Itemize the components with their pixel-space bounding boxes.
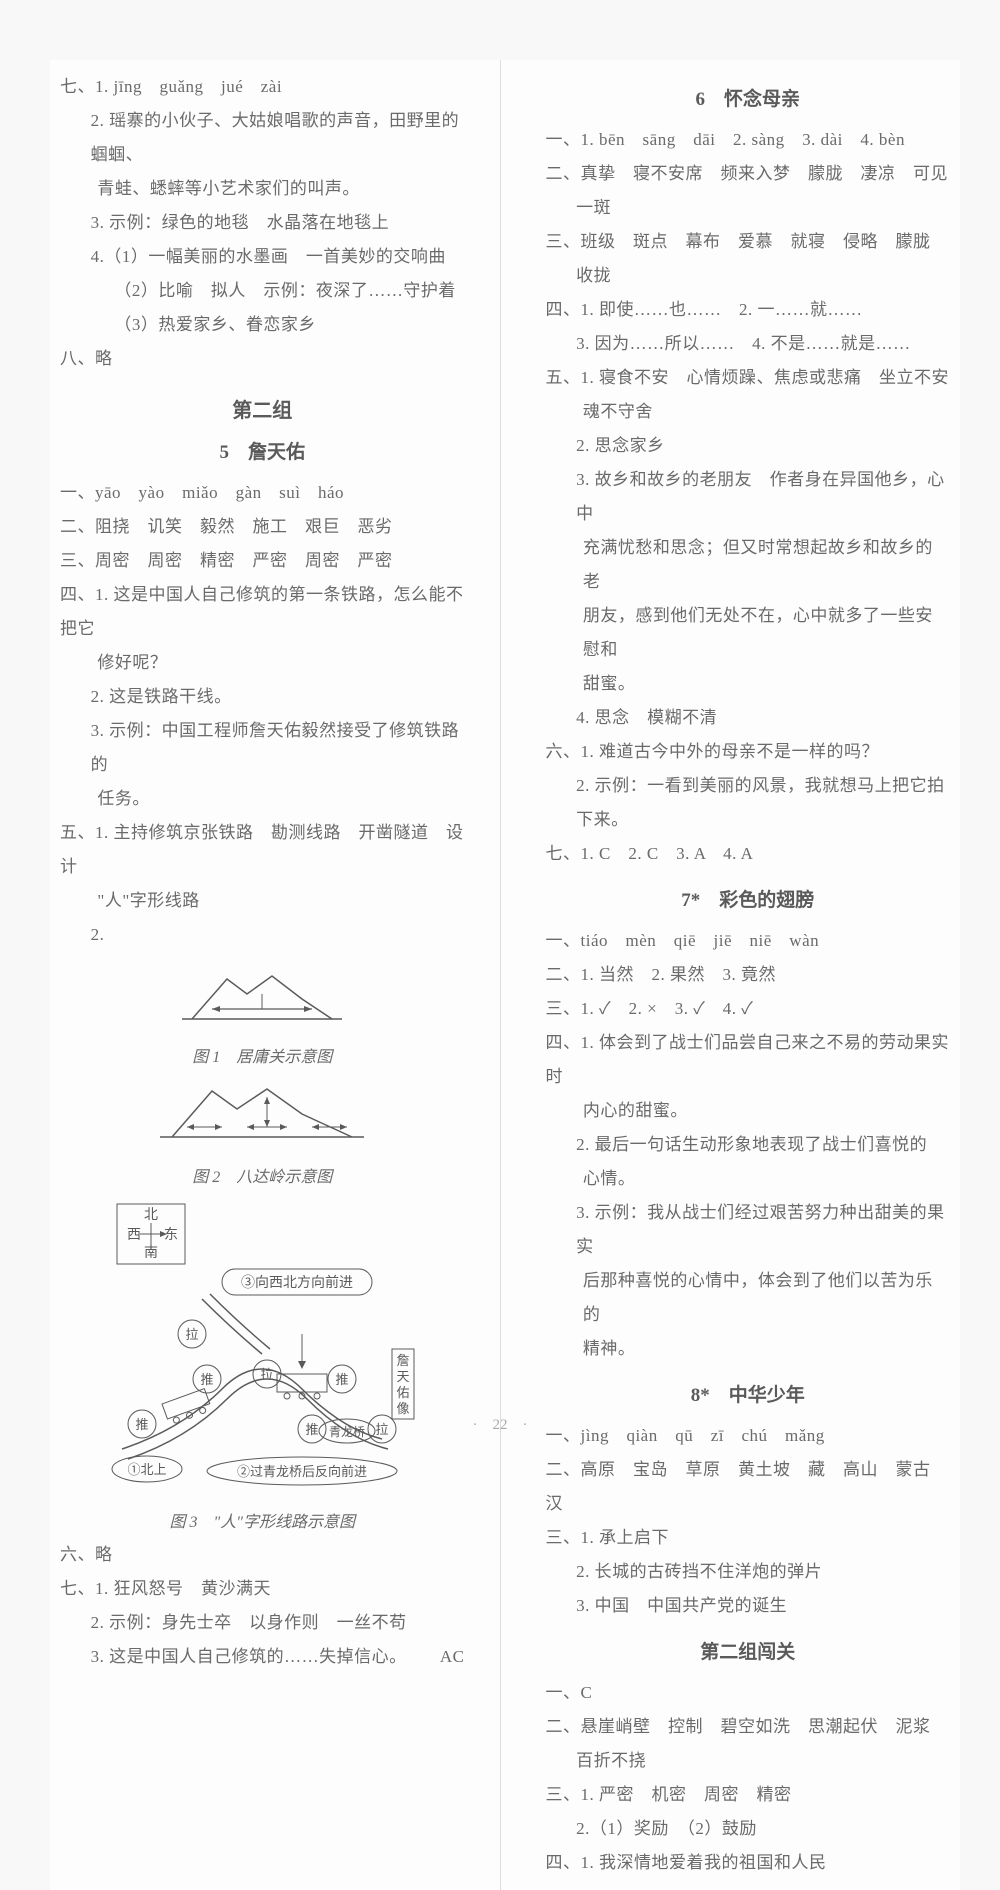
svg-text:②过青龙桥后反向前进: ②过青龙桥后反向前进 bbox=[237, 1464, 367, 1479]
text: 二、悬崖峭壁 控制 碧空如洗 思潮起伏 泥浆 bbox=[546, 1710, 951, 1744]
text: 3. 因为……所以…… 4. 不是……就是…… bbox=[546, 327, 951, 361]
text: 一、yāo yào miǎo gàn suì háo bbox=[60, 476, 465, 510]
text: "人"字形线路 bbox=[60, 884, 465, 918]
text: 一、tiáo mèn qiē jiē niē wàn bbox=[546, 924, 951, 958]
text: 3. 这是中国人自己修筑的……失掉信心。 bbox=[91, 1647, 407, 1666]
text: 任务。 bbox=[60, 782, 465, 816]
text: 2. 思念家乡 bbox=[546, 429, 951, 463]
figure-1: 图 1 居庸关示意图 bbox=[60, 964, 465, 1067]
text: 2. 瑶寨的小伙子、大姑娘唱歌的声音，田野里的蝈蝈、 bbox=[60, 104, 465, 172]
text: 四、1. 体会到了战士们品尝自己来之不易的劳动果实时 bbox=[546, 1026, 951, 1094]
text: （3）热爱家乡、眷恋家乡 bbox=[60, 308, 465, 342]
text: 2. 示例：身先士卒 以身作则 一丝不苟 bbox=[60, 1606, 465, 1640]
column-divider bbox=[500, 60, 501, 1890]
svg-text:天: 天 bbox=[397, 1369, 410, 1384]
svg-text:南: 南 bbox=[144, 1245, 158, 1261]
svg-text:推: 推 bbox=[201, 1372, 214, 1387]
text: 2. 长城的古砖挡不住洋炮的弹片 bbox=[546, 1555, 951, 1589]
svg-text:詹: 詹 bbox=[397, 1353, 410, 1368]
text: 六、1. 难道古今中外的母亲不是一样的吗？ bbox=[546, 735, 951, 769]
chapter8-title: 8* 中华少年 bbox=[546, 1380, 951, 1407]
fig3-caption: 图 3 "人"字形线路示意图 bbox=[60, 1508, 465, 1532]
text: 二、1. 当然 2. 果然 3. 竟然 bbox=[546, 958, 951, 992]
group-title: 第二组 bbox=[60, 394, 465, 423]
text: 六、略 bbox=[60, 1538, 465, 1572]
text: 甜蜜。 bbox=[546, 667, 951, 701]
text: 魂不守舍 bbox=[546, 395, 951, 429]
text: 充满忧愁和思念；但又时常想起故乡和故乡的老 bbox=[546, 531, 951, 599]
text: 3. 故乡和故乡的老朋友 作者身在异国他乡，心中 bbox=[546, 463, 951, 531]
text: 3. 示例：中国工程师詹天佑毅然接受了修筑铁路的 bbox=[60, 714, 465, 782]
text: 2. 这是铁路干线。 bbox=[60, 680, 465, 714]
text: 朋友，感到他们无处不在，心中就多了一些安慰和 bbox=[546, 599, 951, 667]
text: 三、1. 严密 机密 周密 精密 bbox=[546, 1778, 951, 1812]
svg-text:③向西北方向前进: ③向西北方向前进 bbox=[241, 1274, 353, 1291]
fig2-caption: 图 2 八达岭示意图 bbox=[60, 1163, 465, 1187]
text: 后那种喜悦的心情中，体会到了他们以苦为乐的 bbox=[546, 1264, 951, 1332]
gate-title: 第二组闯关 bbox=[546, 1637, 951, 1664]
text: 2. 示例：一看到美丽的风景，我就想马上把它拍下来。 bbox=[546, 769, 951, 837]
text: 三、周密 周密 精密 严密 周密 严密 bbox=[60, 544, 465, 578]
text: 七、1. jīng guǎng jué zài bbox=[60, 70, 465, 104]
text: 一、1. bēn sāng dāi 2. sàng 3. dài 4. bèn bbox=[546, 123, 951, 157]
text: 三、班级 斑点 幕布 爱慕 就寝 侵略 朦胧 bbox=[546, 225, 951, 259]
figure-3: 北 西 东 南 ③向西北方向前进 bbox=[60, 1199, 465, 1532]
chapter6-title: 6 怀念母亲 bbox=[546, 84, 951, 111]
text: 修好呢？ bbox=[60, 646, 465, 680]
text: 四、1. 即使……也…… 2. 一……就…… bbox=[546, 293, 951, 327]
text: 八、略 bbox=[60, 342, 465, 376]
svg-text:拉: 拉 bbox=[186, 1327, 199, 1342]
text: 3. 中国 中国共产党的诞生 bbox=[546, 1589, 951, 1623]
svg-text:①北上: ①北上 bbox=[128, 1462, 167, 1477]
text: 二、高原 宝岛 草原 黄土坡 藏 高山 蒙古 汉 bbox=[546, 1453, 951, 1521]
text: 一、C bbox=[546, 1676, 951, 1710]
text: 五、1. 寝食不安 心情烦躁、焦虑或悲痛 坐立不安 bbox=[546, 361, 951, 395]
left-column: 七、1. jīng guǎng jué zài 2. 瑶寨的小伙子、大姑娘唱歌的… bbox=[50, 60, 470, 1890]
text: （2）比喻 拟人 示例：夜深了……守护着 bbox=[60, 274, 465, 308]
figure-2: 图 2 八达岭示意图 bbox=[60, 1079, 465, 1187]
text: 2. bbox=[60, 918, 465, 952]
fig1-caption: 图 1 居庸关示意图 bbox=[60, 1043, 465, 1067]
text: AC bbox=[440, 1640, 465, 1674]
text: 3. 示例：绿色的地毯 水晶落在地毯上 bbox=[60, 206, 465, 240]
text: 一斑 bbox=[546, 191, 951, 225]
text: 二、真挚 寝不安席 频来入梦 朦胧 凄凉 可见 bbox=[546, 157, 951, 191]
text: 百折不挠 bbox=[546, 1744, 951, 1778]
text: 二、阻挠 讥笑 毅然 施工 艰巨 恶劣 bbox=[60, 510, 465, 544]
text: 四、1. 我深情地爱着我的祖国和人民 bbox=[546, 1846, 951, 1880]
text: 三、1. ✓ 2. × 3. ✓ 4. ✓ bbox=[546, 992, 951, 1026]
text: 2.（1）奖励 （2）鼓励 bbox=[546, 1812, 951, 1846]
text: 内心的甜蜜。 bbox=[546, 1094, 951, 1128]
text: 3. 示例：我从战士们经过艰苦努力种出甜美的果实 bbox=[546, 1196, 951, 1264]
text: 4. 思念 模糊不清 bbox=[546, 701, 951, 735]
svg-text:西: 西 bbox=[127, 1228, 141, 1243]
svg-text:佑: 佑 bbox=[397, 1385, 410, 1400]
text: 青蛙、蟋蟀等小艺术家们的叫声。 bbox=[60, 172, 465, 206]
text: 收拢 bbox=[546, 259, 951, 293]
text: 五、1. 主持修筑京张铁路 勘测线路 开凿隧道 设计 bbox=[60, 816, 465, 884]
svg-text:东: 东 bbox=[164, 1227, 178, 1243]
page-number: · 22 · bbox=[0, 1413, 1000, 1434]
text: 七、1. 狂风怒号 黄沙满天 bbox=[60, 1572, 465, 1606]
svg-text:推: 推 bbox=[336, 1372, 349, 1387]
text: 4.（1）一幅美丽的水墨画 一首美妙的交响曲 bbox=[60, 240, 465, 274]
text: 心情。 bbox=[546, 1162, 951, 1196]
svg-text:拉: 拉 bbox=[261, 1367, 274, 1382]
text: 七、1. C 2. C 3. A 4. A bbox=[546, 837, 951, 871]
text: 精神。 bbox=[546, 1332, 951, 1366]
text: 3. 这是中国人自己修筑的……失掉信心。 AC bbox=[60, 1640, 465, 1674]
text: 2. 最后一句话生动形象地表现了战士们喜悦的 bbox=[546, 1128, 951, 1162]
chapter5-title: 5 詹天佑 bbox=[60, 437, 465, 464]
chapter7-title: 7* 彩色的翅膀 bbox=[546, 885, 951, 912]
svg-text:北: 北 bbox=[144, 1207, 158, 1223]
right-column: 6 怀念母亲 一、1. bēn sāng dāi 2. sàng 3. dài … bbox=[531, 60, 961, 1890]
text: 四、1. 这是中国人自己修筑的第一条铁路，怎么能不把它 bbox=[60, 578, 465, 646]
text: 三、1. 承上启下 bbox=[546, 1521, 951, 1555]
